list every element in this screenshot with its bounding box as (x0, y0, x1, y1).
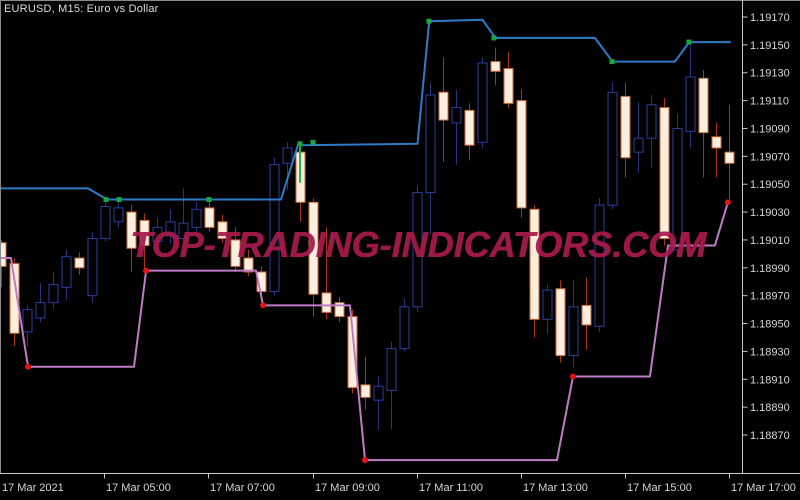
svg-text:1.18890: 1.18890 (750, 402, 790, 414)
svg-text:1.19070: 1.19070 (750, 151, 790, 163)
svg-text:17 Mar 13:00: 17 Mar 13:00 (523, 482, 588, 494)
chart-frame-border (0, 0, 800, 474)
lower-channel-line (0, 202, 729, 462)
svg-text:1.19110: 1.19110 (750, 96, 789, 108)
svg-text:17 Mar 2021: 17 Mar 2021 (2, 482, 64, 494)
svg-text:1.19150: 1.19150 (750, 40, 790, 52)
chart-title: EURUSD, M15: Euro vs Dollar (4, 3, 159, 15)
svg-text:1.19170: 1.19170 (750, 12, 790, 24)
price-axis[interactable]: 1.19170 1.19150 1.19130 1.19110 1.19090 1.190… (742, 0, 790, 474)
svg-text:1.18990: 1.18990 (750, 263, 790, 275)
sell-signal-markers (25, 199, 731, 464)
svg-text:1.19050: 1.19050 (750, 179, 790, 191)
svg-text:17 Mar 15:00: 17 Mar 15:00 (627, 482, 692, 494)
upper-channel-line (0, 18, 731, 201)
svg-text:17 Mar 17:00: 17 Mar 17:00 (731, 482, 796, 494)
svg-text:1.18870: 1.18870 (750, 430, 790, 442)
svg-text:17 Mar 05:00: 17 Mar 05:00 (106, 482, 171, 494)
svg-text:17 Mar 07:00: 17 Mar 07:00 (210, 482, 275, 494)
svg-text:1.19090: 1.19090 (750, 123, 790, 135)
time-axis[interactable]: 17 Mar 2021 17 Mar 05:00 17 Mar 07:00 17 Ma… (0, 473, 800, 495)
svg-text:1.18930: 1.18930 (750, 346, 790, 358)
svg-text:1.19030: 1.19030 (750, 207, 790, 219)
svg-text:1.18970: 1.18970 (750, 291, 790, 303)
svg-text:1.18950: 1.18950 (750, 319, 790, 331)
candles-layer (0, 44, 735, 430)
svg-text:17 Mar 09:00: 17 Mar 09:00 (315, 482, 380, 494)
svg-text:1.19010: 1.19010 (750, 235, 790, 247)
buy-signal-markers (103, 18, 692, 203)
svg-text:17 Mar 11:00: 17 Mar 11:00 (419, 482, 483, 494)
svg-text:1.19130: 1.19130 (750, 68, 790, 80)
svg-text:1.18910: 1.18910 (750, 374, 790, 386)
